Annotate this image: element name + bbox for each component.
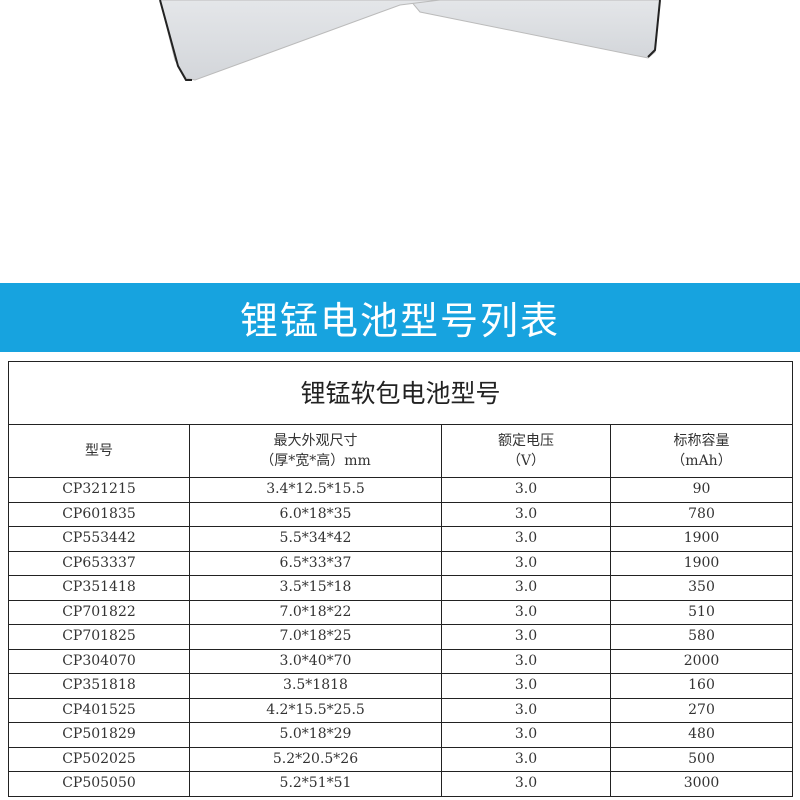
cell-voltage: 3.0 xyxy=(441,697,611,723)
cell-voltage: 3.0 xyxy=(441,722,611,748)
cell-model: CP505050 xyxy=(8,771,190,797)
battery-model-table: 锂锰软包电池型号 型号 最大外观尺寸 （厚*宽*高）mm 额定电压 （V） 标称容量… xyxy=(7,361,794,797)
cell-capacity: 160 xyxy=(609,673,794,699)
table-row: CP321215 3.4*12.5*15.5 3.0 90 xyxy=(8,477,794,503)
table-row: CP701822 7.0*18*22 3.0 510 xyxy=(8,599,794,625)
cell-model: CP701822 xyxy=(8,599,190,625)
cell-model: CP401525 xyxy=(8,697,190,723)
cell-capacity: 480 xyxy=(609,722,794,748)
cell-voltage: 3.0 xyxy=(441,746,611,772)
cell-dimensions: 6.0*18*35 xyxy=(189,501,442,527)
table-row: CP401525 4.2*15.5*25.5 3.0 270 xyxy=(8,697,794,723)
cell-dimensions: 3.5*1818 xyxy=(189,673,442,699)
cell-voltage: 3.0 xyxy=(441,526,611,552)
cell-model: CP351418 xyxy=(8,575,190,601)
cell-voltage: 3.0 xyxy=(441,673,611,699)
cell-voltage: 3.0 xyxy=(441,648,611,674)
cell-model: CP653337 xyxy=(8,550,190,576)
cell-capacity: 2000 xyxy=(609,648,794,674)
header-model: 型号 xyxy=(8,424,190,478)
table-row: CP501829 5.0*18*29 3.0 480 xyxy=(8,722,794,748)
cell-dimensions: 5.2*51*51 xyxy=(189,771,442,797)
cell-dimensions: 3.5*15*18 xyxy=(189,575,442,601)
table-row: CP351818 3.5*1818 3.0 160 xyxy=(8,673,794,699)
header-voltage: 额定电压 （V） xyxy=(441,424,611,478)
cell-dimensions: 4.2*15.5*25.5 xyxy=(189,697,442,723)
table-row: CP304070 3.0*40*70 3.0 2000 xyxy=(8,648,794,674)
cell-dimensions: 7.0*18*25 xyxy=(189,624,442,650)
table-header-row: 型号 最大外观尺寸 （厚*宽*高）mm 额定电压 （V） 标称容量 （mAh） xyxy=(8,424,794,478)
cell-capacity: 780 xyxy=(609,501,794,527)
cell-voltage: 3.0 xyxy=(441,477,611,503)
cell-capacity: 3000 xyxy=(609,771,794,797)
table-row: CP351418 3.5*15*18 3.0 350 xyxy=(8,575,794,601)
table-row: CP553442 5.5*34*42 3.0 1900 xyxy=(8,526,794,552)
banner-title: 锂锰电池型号列表 xyxy=(239,299,560,343)
table-row: CP505050 5.2*51*51 3.0 3000 xyxy=(8,771,794,797)
cell-model: CP553442 xyxy=(8,526,190,552)
cell-model: CP601835 xyxy=(8,501,190,527)
cell-dimensions: 6.5*33*37 xyxy=(189,550,442,576)
cell-voltage: 3.0 xyxy=(441,575,611,601)
cell-dimensions: 7.0*18*22 xyxy=(189,599,442,625)
table-row: CP653337 6.5*33*37 3.0 1900 xyxy=(8,550,794,576)
battery-pouch-image xyxy=(159,0,661,81)
header-capacity: 标称容量 （mAh） xyxy=(609,424,794,478)
cell-capacity: 500 xyxy=(609,746,794,772)
cell-model: CP304070 xyxy=(8,648,190,674)
cell-model: CP321215 xyxy=(8,477,190,503)
cell-voltage: 3.0 xyxy=(441,501,611,527)
header-dimensions: 最大外观尺寸 （厚*宽*高）mm xyxy=(189,424,442,478)
cell-dimensions: 5.0*18*29 xyxy=(189,722,442,748)
cell-capacity: 350 xyxy=(609,575,794,601)
cell-model: CP351818 xyxy=(8,673,190,699)
cell-voltage: 3.0 xyxy=(441,624,611,650)
cell-dimensions: 3.0*40*70 xyxy=(189,648,442,674)
section-banner: 锂锰电池型号列表 xyxy=(0,283,800,352)
cell-voltage: 3.0 xyxy=(441,550,611,576)
cell-capacity: 510 xyxy=(609,599,794,625)
cell-model: CP502025 xyxy=(8,746,190,772)
cell-dimensions: 5.2*20.5*26 xyxy=(189,746,442,772)
table-title-row: 锂锰软包电池型号 xyxy=(7,361,794,425)
cell-voltage: 3.0 xyxy=(441,599,611,625)
cell-capacity: 1900 xyxy=(609,526,794,552)
cell-dimensions: 3.4*12.5*15.5 xyxy=(189,477,442,503)
cell-model: CP701825 xyxy=(8,624,190,650)
cell-capacity: 580 xyxy=(609,624,794,650)
cell-dimensions: 5.5*34*42 xyxy=(189,526,442,552)
cell-capacity: 90 xyxy=(609,477,794,503)
cell-capacity: 270 xyxy=(609,697,794,723)
table-row: CP701825 7.0*18*25 3.0 580 xyxy=(8,624,794,650)
cell-voltage: 3.0 xyxy=(441,771,611,797)
cell-model: CP501829 xyxy=(8,722,190,748)
battery-pouch-left xyxy=(159,0,441,81)
cell-capacity: 1900 xyxy=(609,550,794,576)
table-row: CP601835 6.0*18*35 3.0 780 xyxy=(8,501,794,527)
table-row: CP502025 5.2*20.5*26 3.0 500 xyxy=(8,746,794,772)
battery-pouch-right xyxy=(409,0,661,59)
table-title: 锂锰软包电池型号 xyxy=(7,361,794,425)
